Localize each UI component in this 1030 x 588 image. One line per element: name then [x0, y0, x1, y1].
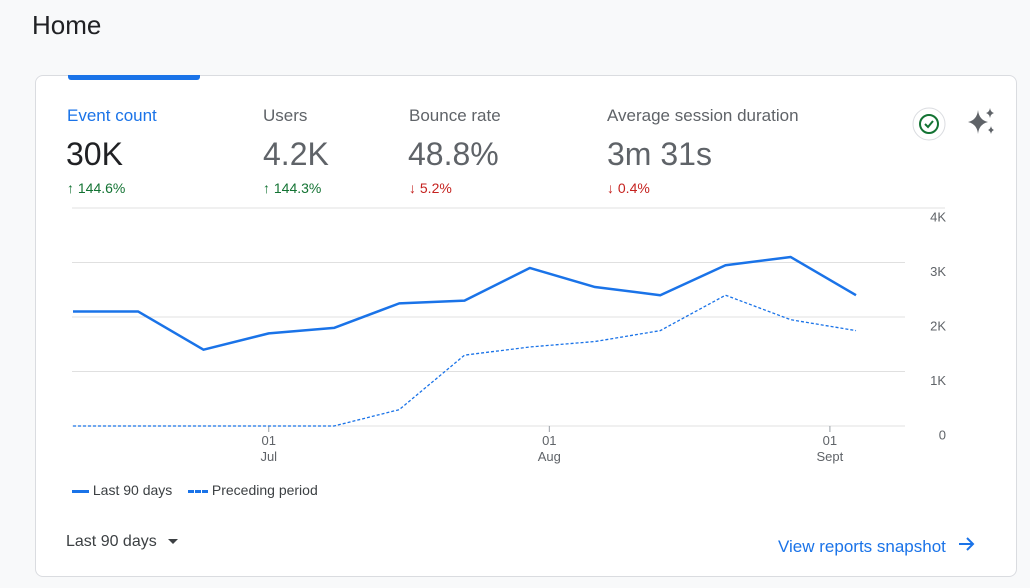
metric-value: 3m 31s [607, 136, 712, 172]
arrow-down: ↓ [409, 180, 416, 196]
metric-change: ↓ 5.2% [409, 180, 452, 196]
arrow-up: ↑ [263, 180, 270, 196]
legend-item[interactable]: Preceding period [188, 482, 318, 498]
arrow-right [958, 537, 975, 551]
metric-change: ↑ 144.6% [67, 180, 125, 196]
metric-value: 48.8% [408, 136, 499, 172]
metric-value: 4.2K [263, 136, 329, 172]
metric-tab[interactable]: Average session duration [607, 106, 799, 125]
metric-tab[interactable]: Event count [67, 106, 157, 125]
arrow-up: ↑ [67, 180, 74, 196]
x-tick-label: 01 Aug [537, 433, 561, 464]
view-reports-link[interactable]: View reports snapshot [778, 536, 977, 557]
metric-change: ↑ 144.3% [263, 180, 321, 196]
y-tick-label: 4K [930, 209, 946, 224]
date-range: Last 90 days [66, 533, 157, 550]
metric-tab[interactable]: Users [263, 106, 308, 125]
insights-icon[interactable] [966, 106, 998, 138]
legend-swatch [72, 489, 89, 493]
change-value: 5.2% [419, 180, 452, 196]
legend-swatch [188, 489, 208, 493]
x-tick-label: 01 Sept [816, 433, 844, 464]
metric-value: 30K [66, 136, 123, 172]
change-value: 144.6% [77, 180, 126, 196]
legend-label: Last 90 days [92, 482, 173, 498]
y-tick-label: 1K [930, 373, 946, 388]
change-value: 144.3% [273, 180, 322, 196]
series-line [73, 255, 857, 351]
active-tab-indicator [68, 75, 200, 80]
series-line [73, 294, 857, 427]
y-tick-label: 0 [939, 427, 946, 442]
legend-item[interactable]: Last 90 days [72, 482, 172, 498]
check-icon[interactable] [912, 107, 946, 141]
arrow-down: ↓ [607, 180, 614, 196]
change-value: 0.4% [617, 180, 650, 196]
y-tick-label: 2K [930, 318, 946, 333]
metric-tab[interactable]: Bounce rate [409, 106, 501, 125]
x-tick-label: 01 Jul [260, 433, 278, 464]
y-tick-label: 3K [930, 264, 946, 279]
card [35, 75, 1017, 577]
date-range-dropdown[interactable]: Last 90 days [66, 533, 181, 551]
line-chart: 0 1K 2K 3K 4K [72, 207, 946, 442]
legend-label: Preceding period [211, 482, 318, 498]
link-text: View reports snapshot [778, 537, 946, 556]
page-title: Home [32, 10, 102, 40]
metric-change: ↓ 0.4% [607, 180, 650, 196]
dropdown-arrow [168, 539, 179, 544]
